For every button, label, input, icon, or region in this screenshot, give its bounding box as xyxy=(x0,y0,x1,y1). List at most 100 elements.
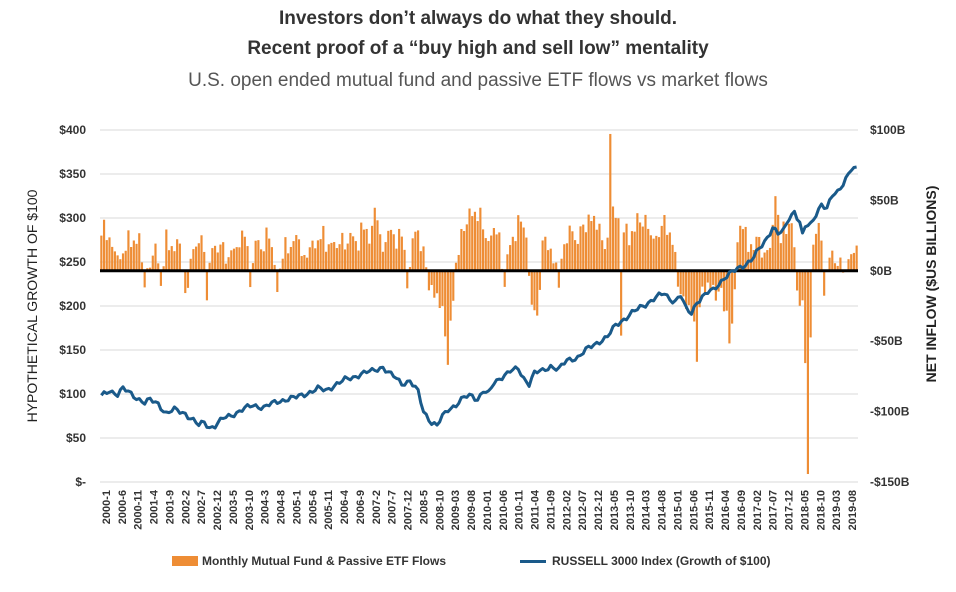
flow-bar xyxy=(360,222,363,271)
flow-bar xyxy=(546,250,550,271)
flow-bar xyxy=(419,251,422,271)
x-tick-label: 2000-11 xyxy=(133,490,145,530)
flow-bar xyxy=(563,244,566,271)
x-tick-label: 2019-08 xyxy=(847,490,859,530)
x-tick-label: 2011-04 xyxy=(530,489,542,530)
chart-title-line-2: Recent proof of a “buy high and sell low… xyxy=(247,38,709,59)
flow-bar xyxy=(676,270,680,287)
flow-bar xyxy=(584,232,588,271)
flow-bar xyxy=(679,270,682,295)
flow-bar xyxy=(687,270,690,306)
x-tick-label: 2012-12 xyxy=(593,490,605,530)
x-tick-label: 2003-5 xyxy=(228,490,240,524)
flow-bar xyxy=(703,270,707,294)
flow-bar xyxy=(157,263,160,271)
flow-bar xyxy=(833,263,837,271)
x-tick-label: 2008-10 xyxy=(434,490,446,530)
flow-bar xyxy=(592,215,596,271)
flow-bar xyxy=(303,255,306,271)
flow-bar xyxy=(609,133,612,271)
flow-bar xyxy=(498,232,501,271)
flow-bar xyxy=(265,227,268,271)
flow-bar xyxy=(666,234,669,271)
flow-bar xyxy=(449,270,452,321)
flow-bar xyxy=(213,245,217,271)
flow-bar xyxy=(273,264,276,271)
flow-bar xyxy=(671,244,674,271)
flow-bar xyxy=(414,231,417,271)
flow-bar xyxy=(208,262,211,271)
flow-bar xyxy=(430,270,433,286)
flow-bar xyxy=(241,230,244,271)
flow-bar xyxy=(698,270,701,308)
flow-bar xyxy=(203,251,206,271)
flow-bar xyxy=(327,244,330,271)
legend-swatch-line xyxy=(520,559,546,563)
flow-bar xyxy=(314,248,317,271)
flow-bar xyxy=(197,243,200,271)
flow-bar xyxy=(297,239,301,271)
flow-bar xyxy=(777,214,780,271)
x-tick-label: 2005-1 xyxy=(292,490,304,524)
x-tick-label: 2010-06 xyxy=(498,490,510,530)
legend-item-flows: Monthly Mutual Fund & Passive ETF Flows xyxy=(172,554,446,568)
flow-bar xyxy=(852,252,856,271)
flow-bar xyxy=(319,239,322,271)
flow-bar xyxy=(693,270,696,322)
flow-bar xyxy=(306,257,309,271)
flow-bar xyxy=(262,251,265,271)
flow-bar xyxy=(517,215,520,271)
flow-bar xyxy=(471,216,474,271)
flow-bar xyxy=(392,234,395,271)
flow-bar xyxy=(620,270,623,336)
flow-bar xyxy=(381,251,384,271)
flow-bar xyxy=(768,247,772,271)
flow-bar xyxy=(254,240,257,271)
flow-bar xyxy=(154,243,157,271)
flow-bar xyxy=(324,251,328,271)
x-tick-label: 2002-12 xyxy=(212,490,224,530)
flow-bar xyxy=(270,247,273,271)
flow-bar xyxy=(184,270,187,294)
flow-bar xyxy=(636,213,639,271)
x-tick-label: 2017-12 xyxy=(784,490,796,530)
flow-bar xyxy=(625,223,628,271)
flow-bar xyxy=(100,235,103,271)
flow-bar xyxy=(387,230,390,271)
flow-bar xyxy=(598,223,601,271)
flow-bar xyxy=(847,259,850,271)
flow-bar xyxy=(709,270,712,292)
chart-title-line-1: Investors don’t always do what they shou… xyxy=(278,8,677,29)
flow-bar xyxy=(322,225,325,271)
flow-bar xyxy=(222,242,225,271)
flow-bar xyxy=(417,230,420,271)
x-tick-label: 2010-01 xyxy=(482,490,494,530)
flow-bar xyxy=(330,242,333,271)
flow-bar xyxy=(536,270,539,316)
flow-bar xyxy=(771,224,774,271)
flow-bar xyxy=(717,270,720,292)
flow-bar xyxy=(311,240,314,271)
flow-bar xyxy=(167,250,171,271)
flow-bar xyxy=(463,231,466,271)
flow-bar xyxy=(200,235,203,271)
flow-bar xyxy=(370,225,374,271)
flow-bar xyxy=(446,270,449,365)
x-tick-label: 2006-9 xyxy=(355,490,367,524)
flow-bar xyxy=(216,252,219,271)
flow-bar xyxy=(617,218,620,271)
right-tick-label: $100B xyxy=(870,123,906,137)
flow-bar xyxy=(227,257,230,271)
flow-bar xyxy=(365,228,368,271)
flow-bar xyxy=(189,258,192,271)
x-tick-label: 2007-2 xyxy=(371,490,383,524)
flow-bar xyxy=(105,240,108,271)
flow-bar xyxy=(796,270,799,291)
flow-bar xyxy=(793,247,796,271)
flow-bar xyxy=(454,262,458,271)
x-tick-label: 2005-6 xyxy=(307,490,319,524)
flow-bar xyxy=(766,250,769,271)
flow-bar xyxy=(790,223,793,271)
chart-subtitle: U.S. open ended mutual fund and passive … xyxy=(188,70,768,91)
flow-bar xyxy=(736,242,739,271)
